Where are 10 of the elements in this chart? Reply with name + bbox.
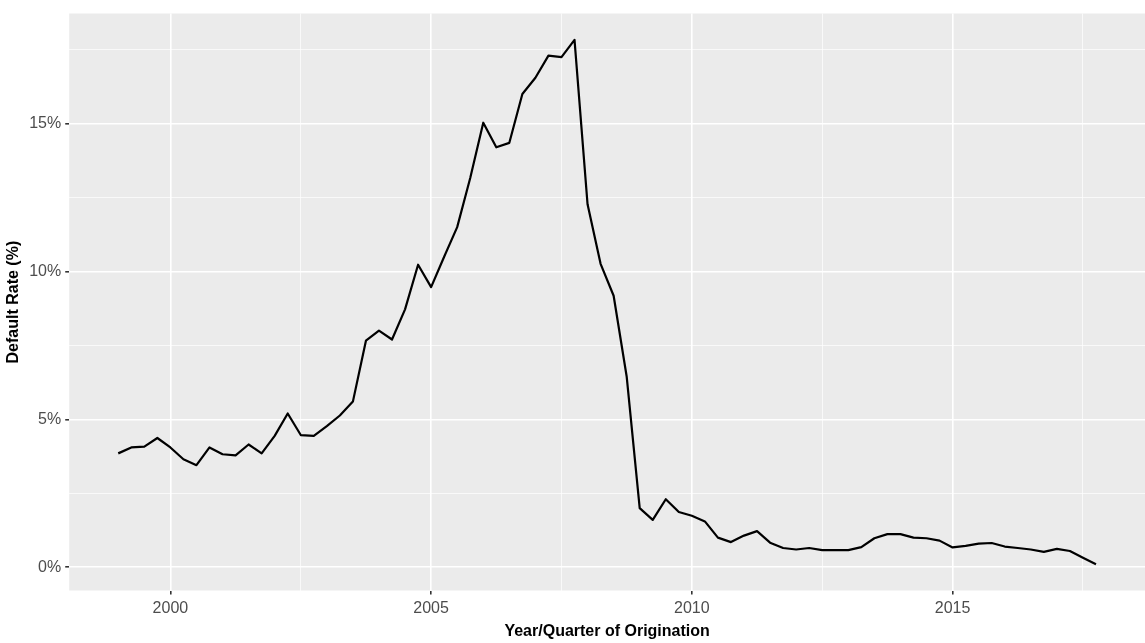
y-tick-label: 10%	[29, 261, 62, 279]
y-tick-label: 15%	[29, 114, 62, 132]
x-axis-title: Year/Quarter of Origination	[504, 621, 710, 639]
y-axis-title: Default Rate (%)	[4, 240, 22, 364]
y-tick-label: 0%	[38, 557, 62, 575]
x-tick-label: 2010	[674, 598, 710, 616]
x-tick-label: 2005	[413, 598, 450, 616]
x-tick-label: 2000	[152, 598, 189, 616]
y-tick-label: 5%	[38, 409, 62, 427]
x-tick-label: 2015	[934, 598, 971, 616]
